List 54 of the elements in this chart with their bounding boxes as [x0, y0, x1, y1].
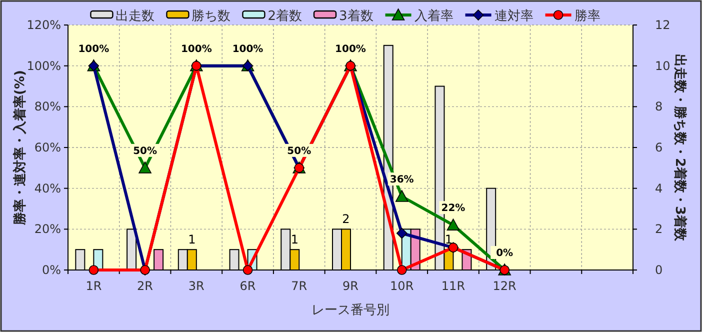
y2-tick-label: 6: [655, 140, 663, 154]
point: [88, 265, 99, 275]
x-tick-label: 6R: [240, 279, 256, 293]
data-label: 50%: [133, 146, 158, 157]
legend-label: 入着率: [414, 8, 454, 24]
data-label: 50%: [287, 146, 312, 157]
point: [446, 218, 460, 230]
bar: [126, 228, 137, 270]
data-label: 2: [342, 212, 350, 226]
y2-tick-label: 12: [655, 18, 670, 32]
x-tick-label: 11R: [441, 279, 466, 293]
point: [396, 228, 408, 239]
x-tick-label: 7R: [291, 279, 308, 293]
data-label: 100%: [180, 44, 212, 55]
data-label: 36%: [390, 174, 414, 186]
legend-label: 2着数: [268, 8, 302, 24]
y-tick-label: 0%: [42, 263, 61, 277]
point: [242, 265, 253, 275]
data-label: 1: [188, 232, 196, 247]
x-tick-label: 10R: [390, 279, 414, 293]
legend-label: 出走数: [116, 9, 155, 24]
y2-tick-label: 2: [655, 222, 663, 236]
y2-axis-title: 出走数・勝ち数・2着数・3着数: [672, 54, 688, 242]
y2-tick-label: 10: [655, 58, 670, 73]
legend-label: 勝率: [574, 8, 600, 24]
legend-label: 3着数: [339, 8, 374, 24]
legend-label: 勝ち数: [192, 9, 231, 24]
data-label: 0%: [496, 248, 514, 259]
point: [395, 190, 408, 202]
y-tick-label: 60%: [34, 140, 61, 154]
x-tick-label: 1R: [86, 279, 102, 293]
y2-tick-label: 8: [655, 100, 663, 114]
x-axis-title: レース番号別: [312, 303, 390, 318]
x-tick-label: 3R: [188, 279, 204, 293]
data-label: 1: [290, 232, 298, 247]
point: [396, 265, 407, 275]
data-label: 100%: [78, 44, 110, 55]
x-tick-label: 9R: [342, 279, 358, 293]
y2-tick-label: 0: [655, 263, 663, 277]
y-tick-label: 40%: [34, 181, 61, 196]
data-label: 22%: [441, 203, 466, 214]
y-tick-label: 20%: [34, 222, 61, 236]
legend-label: 連対率: [494, 8, 534, 24]
x-tick-label: 12R: [492, 279, 516, 293]
point: [138, 162, 152, 174]
y-tick-label: 80%: [34, 100, 61, 114]
data-label: 100%: [232, 44, 264, 55]
y-axis-title: 勝率・連対率・入着率(%): [12, 70, 28, 226]
data-label: 100%: [335, 44, 366, 55]
y-tick-label: 120%: [26, 18, 61, 32]
y-tick-label: 100%: [26, 58, 61, 73]
data-label: 1: [444, 232, 453, 247]
y2-tick-label: 4: [655, 181, 663, 196]
x-tick-label: 2R: [137, 279, 154, 293]
